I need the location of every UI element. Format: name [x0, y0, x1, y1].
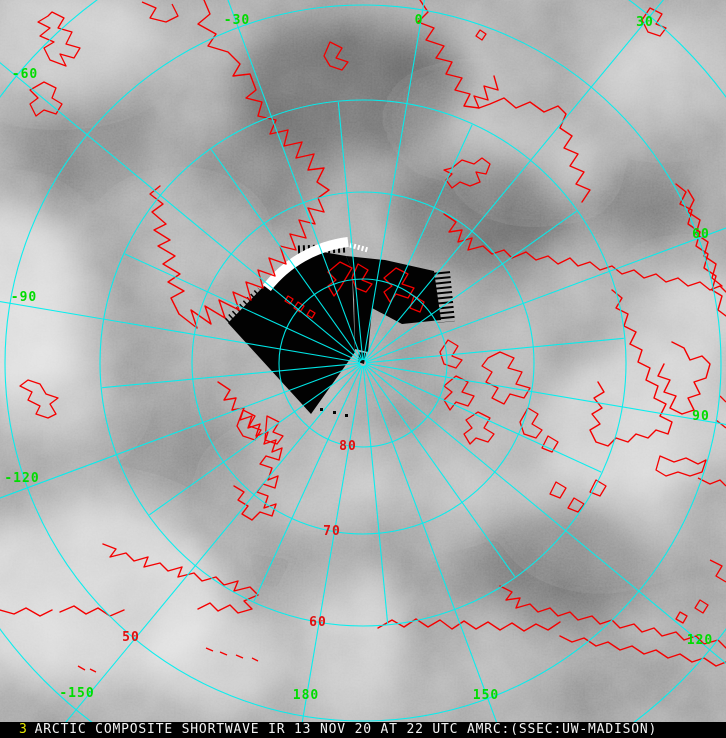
- meridian--180: [301, 365, 364, 722]
- minor-meridian-75: [365, 337, 624, 364]
- minor-meridian--135: [149, 364, 361, 516]
- channel-number: 3: [19, 722, 28, 737]
- white-arc: [262, 236, 369, 292]
- meridian-60: [365, 227, 726, 363]
- longitude-label: -30: [224, 13, 250, 28]
- meridian-30: [364, 0, 665, 362]
- latitude-label: 50: [122, 630, 140, 645]
- latitude-label: 80: [339, 439, 357, 454]
- latitude-circle-70: [191, 191, 535, 535]
- meridian--150: [65, 364, 362, 722]
- minor-meridian-135: [364, 365, 516, 577]
- satellite-map: -30 0 30 60 90 120 150 180 -150 -120 -90 -60 80 70 60…: [0, 0, 726, 722]
- longitude-label: -90: [11, 290, 37, 305]
- longitude-label: 60: [692, 227, 710, 242]
- longitude-label: 90: [692, 409, 710, 424]
- meridian--90: [0, 301, 361, 364]
- minor-meridian-45: [365, 210, 577, 362]
- minor-meridian--45: [210, 149, 362, 361]
- meridian--120: [0, 363, 361, 499]
- meridian-150: [363, 365, 498, 722]
- minor-meridian--105: [102, 362, 361, 389]
- comb-teeth-right: [432, 271, 455, 323]
- longitude-label: -60: [12, 67, 38, 82]
- longitude-label: 120: [687, 633, 713, 648]
- latitude-label: 60: [309, 615, 327, 630]
- meridian--60: [0, 61, 362, 362]
- minor-meridian-165: [362, 365, 389, 624]
- latitude-circle-80: [278, 278, 448, 448]
- longitude-label: 180: [293, 688, 319, 703]
- latitude-circle-50: [4, 4, 722, 722]
- meridian--30: [227, 0, 363, 361]
- meridian-0: [362, 0, 425, 361]
- minor-meridian-105: [365, 363, 602, 473]
- meridian-90: [365, 362, 726, 425]
- longitude-label: 0: [415, 13, 424, 28]
- minor-meridian--15: [337, 102, 364, 361]
- meridian-120: [364, 364, 726, 665]
- minor-meridian-15: [363, 124, 473, 361]
- caption-bar: 3 ARCTIC COMPOSITE SHORTWAVE IR 13 NOV 20…: [0, 722, 726, 738]
- latitude-label: 70: [323, 524, 341, 539]
- coastlines: [0, 0, 726, 673]
- latitude-circle-60: [99, 99, 627, 627]
- graticule: [0, 0, 726, 722]
- caption-text: ARCTIC COMPOSITE SHORTWAVE IR 13 NOV 20 …: [34, 722, 658, 737]
- longitude-label: -150: [59, 686, 94, 701]
- minor-meridian--165: [253, 365, 363, 602]
- longitude-labels: -30 0 30 60 90 120 150 180 -150 -120 -90 -60: [4, 13, 713, 703]
- longitude-label: -120: [4, 471, 39, 486]
- longitude-label: 30: [636, 15, 654, 30]
- minor-meridian--75: [124, 253, 361, 363]
- latitude-labels: 80 70 60 50: [122, 439, 357, 645]
- longitude-label: 150: [473, 688, 499, 703]
